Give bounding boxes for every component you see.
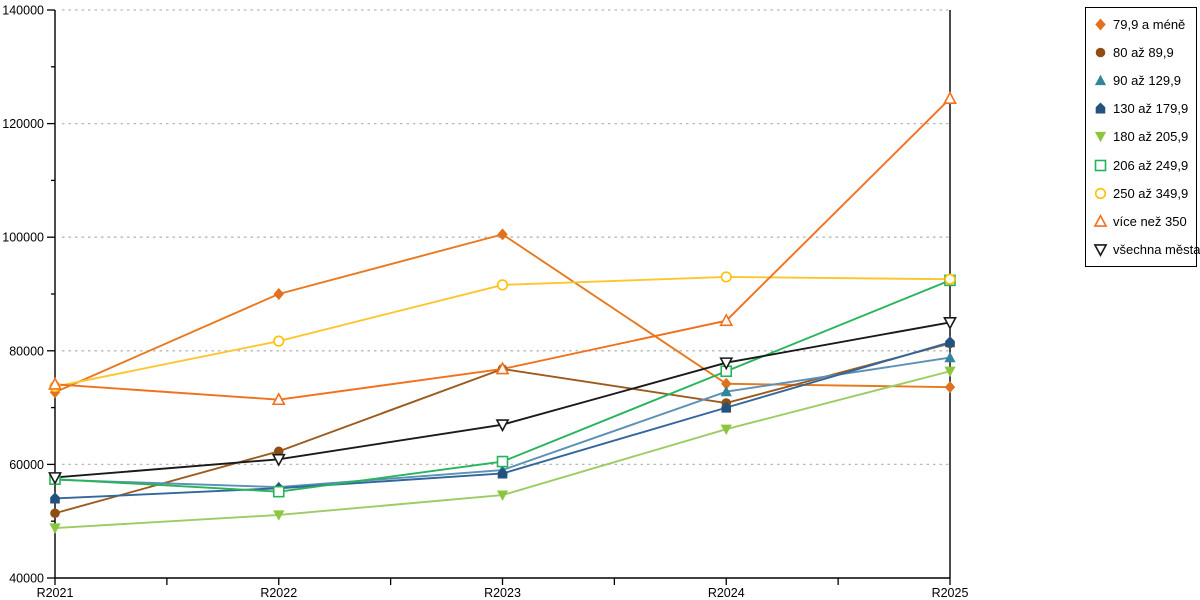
legend-marker xyxy=(1094,132,1107,143)
circle-open-icon xyxy=(720,271,732,283)
x-axis-label: R2023 xyxy=(484,586,521,600)
triangle-up-open-icon xyxy=(48,376,62,390)
triangle-down-open-icon xyxy=(943,316,957,330)
triangle-down-filled-icon xyxy=(49,523,61,534)
legend-marker xyxy=(1093,214,1108,228)
series-line xyxy=(54,97,951,401)
triangle-up-open-icon xyxy=(943,91,957,105)
pentagon-filled-icon xyxy=(721,401,732,413)
circle-open-icon xyxy=(944,273,956,285)
legend-marker xyxy=(1093,244,1108,258)
triangle-down-filled-icon xyxy=(496,490,509,501)
circle-filled-icon xyxy=(273,446,284,457)
series-line xyxy=(54,321,951,479)
y-axis-label: 140000 xyxy=(2,4,44,18)
circle-filled-icon xyxy=(1095,47,1106,58)
legend-label: všechna města xyxy=(1113,242,1200,258)
pentagon-filled-icon xyxy=(497,467,508,479)
legend-item: 79,9 a méně xyxy=(1093,17,1196,32)
legend-item: více než 350 xyxy=(1093,214,1196,229)
pentagon-filled-icon xyxy=(945,336,955,348)
series-line xyxy=(54,370,951,529)
legend-marker xyxy=(1094,159,1107,172)
diamond-filled-icon xyxy=(721,377,732,390)
triangle-up-open-icon xyxy=(1093,214,1108,228)
triangle-down-open-icon xyxy=(1093,244,1108,258)
legend-label: 80 až 89,9 xyxy=(1113,44,1174,60)
legend-item: 130 až 179,9 xyxy=(1093,101,1196,116)
y-axis-label: 40000 xyxy=(9,572,44,586)
legend-label: 90 až 129,9 xyxy=(1113,73,1181,89)
triangle-down-open-icon xyxy=(495,419,510,433)
diamond-filled-icon xyxy=(273,288,284,300)
circle-open-icon xyxy=(1094,187,1107,200)
square-open-icon xyxy=(496,455,509,468)
square-open-icon xyxy=(272,485,285,498)
triangle-down-filled-icon xyxy=(720,424,732,435)
triangle-down-filled-icon xyxy=(944,366,956,378)
legend-item: 250 až 349,9 xyxy=(1093,186,1196,201)
triangle-up-filled-icon xyxy=(944,351,956,363)
legend-marker xyxy=(1095,102,1106,114)
legend-label: 250 až 349,9 xyxy=(1113,185,1189,201)
y-axis-label: 80000 xyxy=(9,344,44,358)
legend-marker xyxy=(1095,47,1106,58)
x-axis-label: R2022 xyxy=(260,586,297,600)
legend-label: 180 až 205,9 xyxy=(1113,129,1189,145)
legend-item: všechna města xyxy=(1093,242,1200,258)
legend-marker xyxy=(1094,187,1107,200)
triangle-down-filled-icon xyxy=(273,510,285,521)
diamond-filled-icon xyxy=(497,228,508,241)
triangle-up-open-icon xyxy=(719,313,734,327)
square-open-icon xyxy=(1094,159,1107,172)
legend-item: 180 až 205,9 xyxy=(1093,129,1196,144)
x-axis-label: R2021 xyxy=(37,586,74,600)
circle-open-icon xyxy=(496,279,509,291)
x-axis-label: R2024 xyxy=(708,586,745,600)
triangle-down-open-icon xyxy=(719,357,734,371)
legend-label: 206 až 249,9 xyxy=(1113,157,1189,173)
circle-open-icon xyxy=(273,335,285,347)
triangle-down-filled-icon xyxy=(1094,132,1107,143)
triangle-up-filled-icon xyxy=(720,385,732,397)
legend-label: více než 350 xyxy=(1113,214,1187,230)
triangle-down-open-icon xyxy=(271,453,286,467)
triangle-down-open-icon xyxy=(48,472,62,485)
legend-item: 80 až 89,9 xyxy=(1093,45,1196,60)
legend-label: 130 až 179,9 xyxy=(1113,101,1189,117)
pentagon-filled-icon xyxy=(50,492,60,504)
legend-label: 79,9 a méně xyxy=(1113,16,1186,32)
legend-marker xyxy=(1095,18,1106,31)
legend-item: 90 až 129,9 xyxy=(1093,73,1196,88)
y-axis-label: 120000 xyxy=(2,117,44,131)
legend-item: 206 až 249,9 xyxy=(1093,158,1196,173)
y-axis-label: 60000 xyxy=(9,458,44,472)
pentagon-filled-icon xyxy=(1095,102,1106,114)
x-axis-label: R2025 xyxy=(932,586,969,600)
diamond-filled-icon xyxy=(944,381,956,394)
triangle-up-open-icon xyxy=(271,392,286,406)
legend-marker xyxy=(1094,74,1107,86)
diamond-filled-icon xyxy=(1095,18,1106,31)
y-axis-label: 100000 xyxy=(2,231,44,245)
triangle-up-open-icon xyxy=(495,361,510,375)
triangle-up-filled-icon xyxy=(1094,74,1107,86)
legend: 79,9 a méně 80 až 89,9 90 až 129,9 130 až 1… xyxy=(1085,7,1200,267)
circle-filled-icon xyxy=(50,508,60,519)
